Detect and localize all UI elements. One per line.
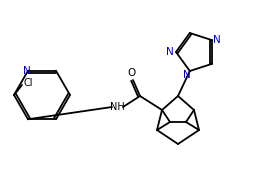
Text: Cl: Cl	[23, 78, 33, 88]
Text: N: N	[166, 47, 174, 57]
Text: N: N	[213, 35, 221, 45]
Text: NH: NH	[110, 102, 124, 112]
Text: O: O	[128, 68, 136, 78]
Text: N: N	[23, 66, 31, 76]
Text: N: N	[183, 70, 191, 80]
